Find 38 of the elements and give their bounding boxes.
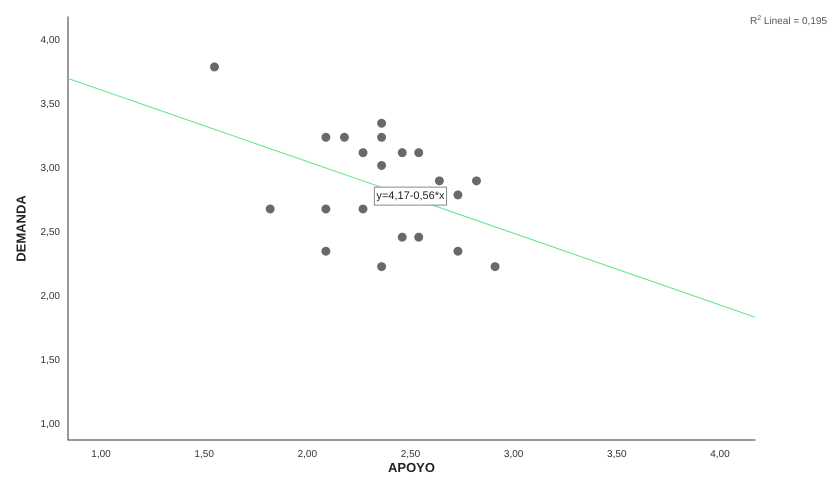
x-tick-label: 1,50 (194, 448, 214, 460)
x-axis-title: APOYO (388, 460, 435, 475)
point (340, 132, 349, 142)
point (414, 148, 424, 158)
annotation: y=4,17-0,56*x (376, 190, 446, 202)
y-tick-label: 2,50 (40, 226, 60, 238)
point (358, 148, 368, 158)
y-axis-title: DEMANDA (13, 194, 28, 262)
y-tick-label: 1,00 (40, 418, 60, 430)
x-tick-label: 2,50 (400, 448, 421, 460)
y-tick-label: 2,00 (40, 290, 60, 302)
x-tick-label: 1,00 (91, 448, 112, 460)
x-tick-label: 3,00 (504, 448, 524, 460)
point (377, 118, 386, 128)
point (377, 262, 386, 272)
point (490, 262, 500, 272)
x-tick-label: 3,50 (607, 448, 627, 460)
y-tick-label: 4,00 (40, 34, 60, 46)
x-tick-label: 4,00 (710, 448, 730, 460)
point (210, 62, 219, 72)
point (358, 204, 368, 214)
y-tick-label: 1,50 (40, 354, 60, 366)
point (377, 132, 386, 142)
point (453, 190, 462, 200)
point (472, 176, 481, 186)
point (434, 176, 444, 186)
point (321, 246, 330, 256)
point (414, 232, 424, 242)
x-tick-label: 2,00 (298, 448, 318, 460)
point (453, 246, 462, 256)
point (398, 148, 407, 158)
point (398, 232, 407, 242)
point (321, 132, 330, 142)
point (377, 160, 386, 170)
y-tick-label: 3,00 (40, 162, 60, 174)
point (321, 204, 330, 214)
y-tick-label: 3,50 (40, 98, 60, 110)
point (266, 204, 275, 214)
